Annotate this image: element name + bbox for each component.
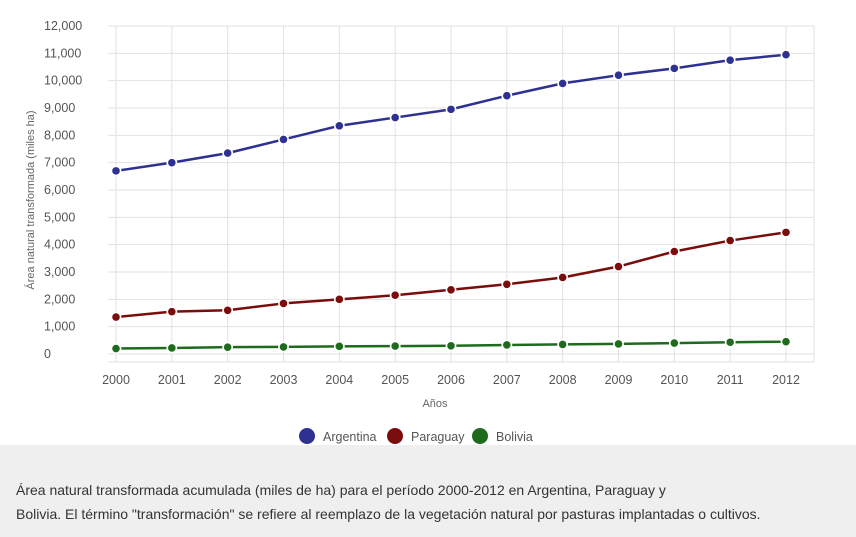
x-tick-label: 2000 <box>102 373 130 387</box>
data-point-paraguay[interactable] <box>780 226 792 238</box>
legend-item-argentina[interactable]: Argentina <box>299 428 377 444</box>
data-point-bolivia[interactable] <box>110 343 122 354</box>
data-point-paraguay[interactable] <box>278 298 289 309</box>
data-point-paraguay[interactable] <box>445 284 457 296</box>
data-point-paraguay[interactable] <box>166 306 178 318</box>
data-point-paraguay[interactable] <box>501 278 513 290</box>
data-point-bolivia[interactable] <box>501 339 513 351</box>
y-tick-label: 6,000 <box>44 183 75 197</box>
x-tick-label: 2003 <box>270 373 298 387</box>
caption-panel: Área natural transformada acumulada (mil… <box>0 445 856 537</box>
data-point-bolivia[interactable] <box>166 342 178 354</box>
x-axis-ticks: 2000 2001 2002 2003 2004 2005 2006 2007 2008 2009… <box>102 373 800 387</box>
data-point-argentina[interactable] <box>668 62 680 74</box>
legend-label-bolivia: Bolivia <box>496 430 533 444</box>
data-point-bolivia[interactable] <box>278 341 289 353</box>
legend-marker-argentina <box>299 428 315 444</box>
grid-lines <box>108 25 815 363</box>
data-point-argentina[interactable] <box>333 120 345 132</box>
x-tick-label: 2008 <box>549 373 577 387</box>
data-point-argentina[interactable] <box>389 112 401 123</box>
data-point-bolivia[interactable] <box>780 336 792 348</box>
data-point-argentina[interactable] <box>222 147 234 159</box>
legend-item-paraguay[interactable]: Paraguay <box>387 428 465 444</box>
y-tick-label: 7,000 <box>44 156 75 170</box>
y-axis-title: Área natural transformada (miles ha) <box>24 110 37 289</box>
data-point-paraguay[interactable] <box>724 235 736 246</box>
data-point-argentina[interactable] <box>501 90 513 102</box>
data-point-paraguay[interactable] <box>389 289 401 301</box>
y-tick-label: 1,000 <box>44 320 75 334</box>
y-tick-label: 10,000 <box>44 74 82 88</box>
data-point-bolivia[interactable] <box>613 338 624 350</box>
y-tick-label: 4,000 <box>44 238 75 252</box>
y-tick-label: 5,000 <box>44 210 75 224</box>
data-point-paraguay[interactable] <box>668 246 680 257</box>
data-point-argentina[interactable] <box>278 134 289 145</box>
data-point-argentina[interactable] <box>445 103 457 115</box>
data-point-paraguay[interactable] <box>110 311 122 323</box>
chart-panel: 0 1,000 2,000 3,000 4,000 5,000 6,000 7,000 8,00… <box>24 19 815 444</box>
legend-label-argentina: Argentina <box>323 430 377 444</box>
data-point-bolivia[interactable] <box>668 337 680 349</box>
caption-line-1: Área natural transformada acumulada (mil… <box>16 482 666 498</box>
data-point-paraguay[interactable] <box>333 293 345 305</box>
data-point-bolivia[interactable] <box>389 340 401 352</box>
data-point-paraguay[interactable] <box>613 261 624 272</box>
legend-marker-paraguay <box>387 428 403 444</box>
x-tick-label: 2009 <box>605 373 633 387</box>
x-tick-label: 2005 <box>381 373 409 387</box>
data-point-argentina[interactable] <box>780 49 792 61</box>
legend-label-paraguay: Paraguay <box>411 430 465 444</box>
data-point-bolivia[interactable] <box>445 340 457 352</box>
x-tick-label: 2007 <box>493 373 521 387</box>
y-tick-label: 11,000 <box>44 46 81 60</box>
legend-item-bolivia[interactable]: Bolivia <box>472 428 533 444</box>
data-point-bolivia[interactable] <box>222 341 234 353</box>
x-tick-label: 2002 <box>214 373 242 387</box>
series-layer <box>110 49 792 354</box>
data-point-argentina[interactable] <box>110 165 122 177</box>
x-tick-label: 2012 <box>772 373 800 387</box>
x-tick-label: 2004 <box>325 373 353 387</box>
data-point-argentina[interactable] <box>166 157 178 169</box>
legend-marker-bolivia <box>472 428 488 444</box>
x-tick-label: 2010 <box>660 373 688 387</box>
y-tick-label: 12,000 <box>44 19 82 33</box>
data-point-argentina[interactable] <box>557 78 569 89</box>
data-point-bolivia[interactable] <box>724 336 736 348</box>
y-tick-label: 9,000 <box>44 101 75 115</box>
caption: Área natural transformada acumulada (mil… <box>16 478 816 526</box>
y-axis-ticks: 0 1,000 2,000 3,000 4,000 5,000 6,000 7,000 8,00… <box>44 19 82 361</box>
data-point-argentina[interactable] <box>613 69 624 81</box>
data-point-bolivia[interactable] <box>557 339 569 350</box>
caption-line-2: Bolivia. El término "transformación" se … <box>16 506 761 522</box>
legend[interactable]: Argentina Paraguay Bolivia <box>299 428 533 444</box>
line-chart: 0 1,000 2,000 3,000 4,000 5,000 6,000 7,000 8,00… <box>24 19 815 444</box>
x-tick-label: 2011 <box>717 373 744 387</box>
x-axis-title: Años <box>422 398 448 410</box>
data-point-bolivia[interactable] <box>333 340 345 352</box>
y-tick-label: 3,000 <box>44 265 75 279</box>
data-point-paraguay[interactable] <box>222 304 234 316</box>
y-tick-label: 8,000 <box>44 128 75 142</box>
y-tick-label: 2,000 <box>44 292 75 306</box>
data-point-argentina[interactable] <box>724 54 736 66</box>
data-point-paraguay[interactable] <box>557 272 569 283</box>
x-tick-label: 2006 <box>437 373 465 387</box>
y-tick-label: 0 <box>44 347 51 361</box>
x-tick-label: 2001 <box>158 373 186 387</box>
